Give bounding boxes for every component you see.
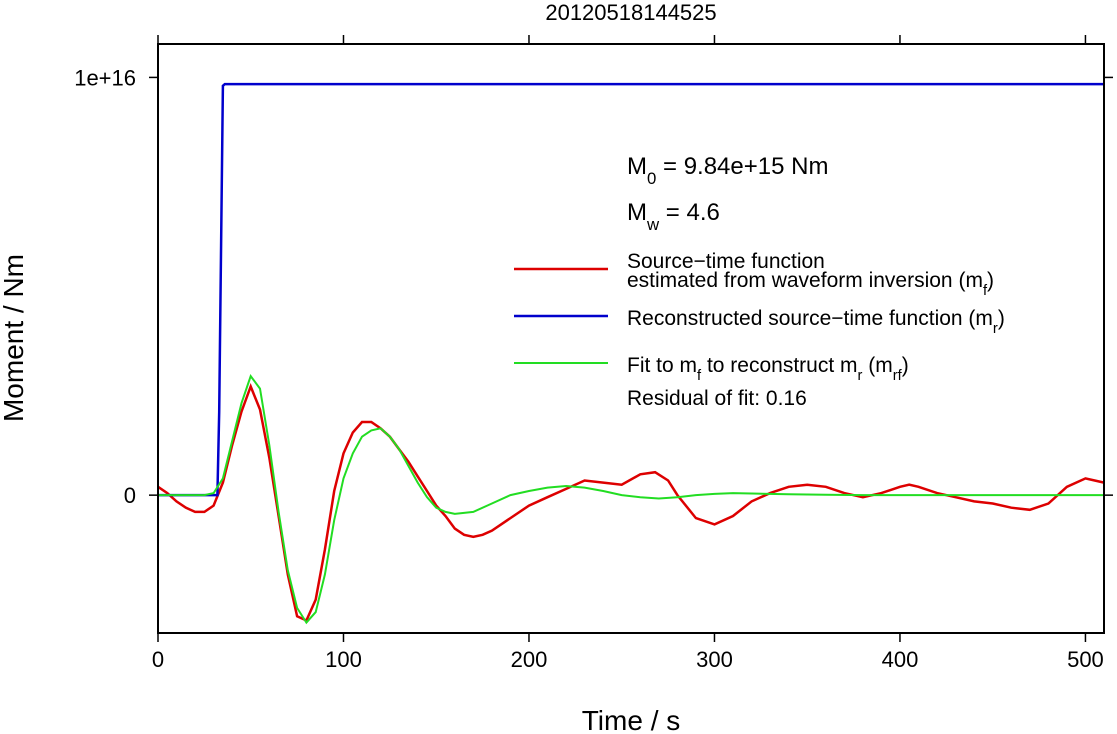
plot-area — [157, 82, 1105, 625]
series-line-reconstructed — [158, 82, 1104, 497]
y-tick-label: 0 — [124, 483, 136, 508]
legend-label-fit: Fit to mf to reconstruct mr (mrf) — [627, 354, 909, 384]
x-tick-label: 200 — [511, 647, 548, 672]
plot-frame — [157, 43, 1105, 634]
annotations: M0 = 9.84e+15 Nm Mw = 4.6 — [627, 153, 828, 234]
x-tick-label: 300 — [696, 647, 733, 672]
legend-label-reconstructed: Reconstructed source−time function (mr) — [627, 307, 1005, 337]
legend-label-source-time: Source−time function — [627, 250, 825, 273]
x-axis-title: Time / s — [582, 705, 681, 734]
legend-label-source-time-line2: estimated from waveform inversion (mf) — [627, 269, 994, 299]
x-tick-label: 400 — [882, 647, 919, 672]
series-line-fit — [158, 373, 1104, 625]
x-tick-label: 100 — [325, 647, 362, 672]
y-axis-title: Moment / Nm — [0, 254, 29, 422]
x-tick-label: 0 — [152, 647, 164, 672]
chart-title: 20120518144525 — [545, 0, 716, 25]
moment-annotation: M0 = 9.84e+15 Nm — [627, 153, 828, 188]
magnitude-annotation: Mw = 4.6 — [627, 199, 720, 234]
y-tick-label: 1e+16 — [74, 65, 136, 90]
x-tick-label: 500 — [1067, 647, 1104, 672]
residual-text: Residual of fit: 0.16 — [627, 387, 807, 410]
series-line-source-time-function — [157, 383, 1105, 623]
axes: 0 100 200 300 400 500 0 1e+16 — [74, 35, 1113, 672]
